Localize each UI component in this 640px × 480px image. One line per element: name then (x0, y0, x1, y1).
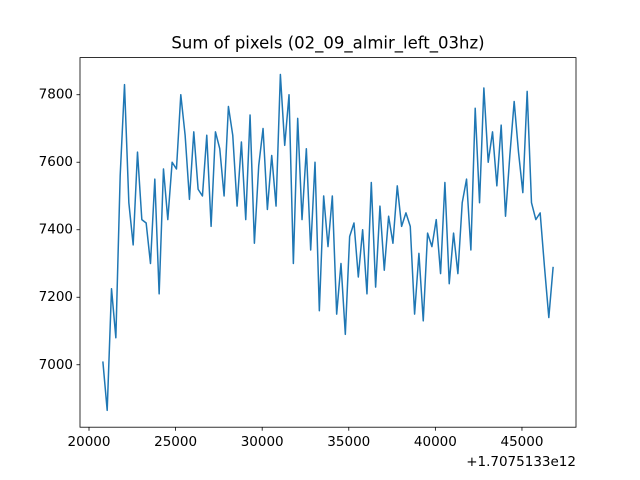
line (102, 73, 554, 412)
y-tick-label: 7600 (39, 154, 73, 170)
y-tick-label: 7000 (39, 357, 73, 373)
x-tick-label: 45000 (500, 434, 543, 450)
x-offset-label: +1.7075133e12 (466, 454, 576, 470)
x-tick-label: 20000 (68, 434, 111, 450)
x-tick-label: 25000 (154, 434, 197, 450)
x-tick-label: 30000 (241, 434, 284, 450)
y-tick-label: 7400 (39, 222, 73, 238)
y-tick-label: 7800 (39, 87, 73, 103)
y-tick-label: 7200 (39, 289, 73, 305)
plot-frame (79, 57, 577, 428)
x-tick-label: 35000 (327, 434, 370, 450)
x-tick-label: 40000 (414, 434, 457, 450)
chart-title: Sum of pixels (02_09_almir_left_03hz) (171, 34, 484, 54)
